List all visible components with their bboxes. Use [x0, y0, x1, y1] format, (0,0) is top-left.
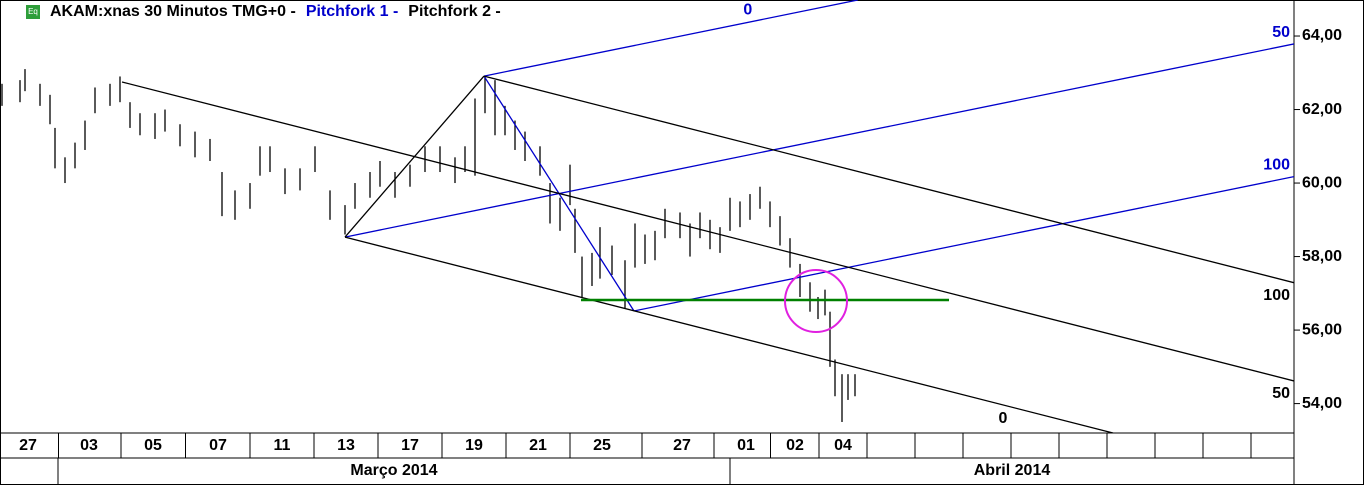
- x-tick-label: 07: [209, 437, 227, 454]
- x-tick-label: 27: [19, 437, 37, 454]
- y-tick-label: 64,00: [1302, 27, 1342, 44]
- x-tick-label: 19: [465, 437, 483, 454]
- pitchfork-line: [633, 175, 1294, 312]
- y-tick-label: 56,00: [1302, 321, 1342, 338]
- y-tick-label: 54,00: [1302, 395, 1342, 412]
- pitchfork-line: [483, 75, 1294, 284]
- highlight-circle: [784, 269, 848, 333]
- pitchfork-line: [483, 0, 858, 77]
- pitchfork-level-label: 50: [1272, 24, 1290, 41]
- x-tick-label: 04: [834, 437, 852, 454]
- pitchfork-level-label: 100: [1263, 157, 1290, 174]
- legend-entry: Pitchfork 1 -: [305, 3, 399, 20]
- legend-entry: Pitchfork 2 -: [408, 3, 501, 20]
- badge: Eq: [26, 5, 40, 19]
- pitchfork-level-label: 0: [743, 2, 752, 19]
- x-tick-label: 21: [529, 437, 547, 454]
- x-tick-label: 13: [337, 437, 355, 454]
- y-tick-label: 62,00: [1302, 101, 1342, 118]
- pitchfork-line: [344, 43, 1294, 238]
- x-tick-label: 17: [401, 437, 419, 454]
- title: AKAM:xnas 30 Minutos TMG+0 -: [50, 3, 296, 20]
- x-tick-label: 27: [673, 437, 691, 454]
- x-tick-label: 02: [786, 437, 804, 454]
- pitchfork-level-label: 100: [1263, 287, 1290, 304]
- x-tick-label: 01: [737, 437, 755, 454]
- plot-area: [1, 0, 1294, 433]
- y-tick-label: 58,00: [1302, 248, 1342, 265]
- pitchfork-level-label: 50: [1272, 385, 1290, 402]
- x-tick-label: 25: [593, 437, 611, 454]
- x-tick-label: 11: [274, 437, 291, 454]
- pitchfork-level-label: 0: [999, 410, 1008, 427]
- pitchfork-line: [121, 81, 1294, 382]
- y-tick-label: 60,00: [1302, 174, 1342, 191]
- period-label: Março 2014: [350, 462, 437, 479]
- period-label: Abril 2014: [974, 462, 1051, 479]
- header: Eq AKAM:xnas 30 Minutos TMG+0 - Pitchfor…: [26, 3, 501, 21]
- x-tick-label: 05: [144, 437, 162, 454]
- x-tick-label: 03: [80, 437, 98, 454]
- pitchfork-line: [344, 236, 1114, 433]
